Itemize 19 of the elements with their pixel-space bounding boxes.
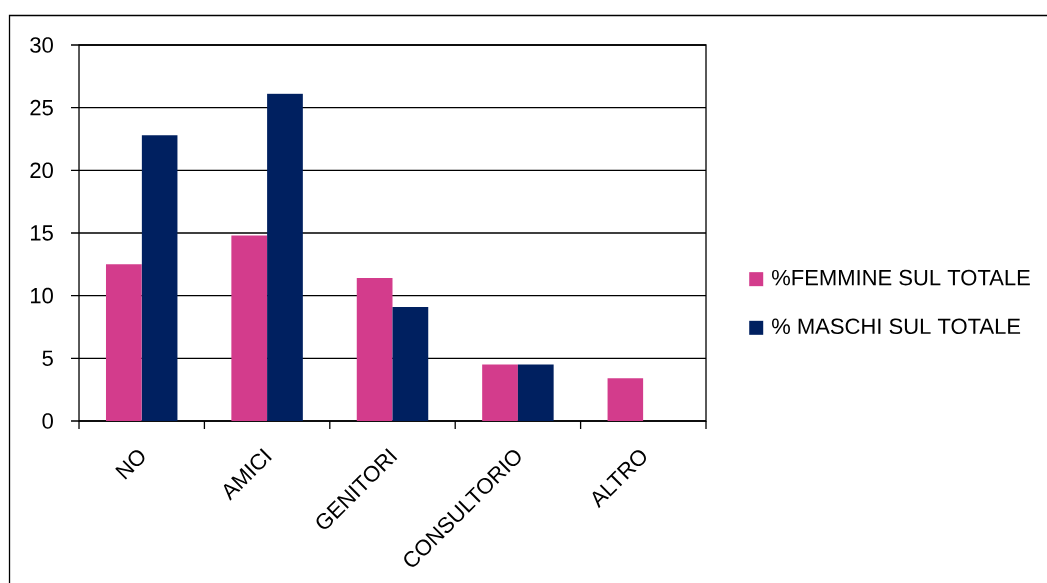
- y-tick-label: 15: [31, 225, 53, 241]
- bar: [356, 278, 393, 421]
- legend-label: % MASCHI SUL TOTALE: [772, 318, 1021, 335]
- bar: [105, 264, 142, 421]
- bar: [517, 364, 554, 421]
- bar: [607, 378, 644, 421]
- y-tick-label: 0: [42, 413, 53, 429]
- x-tick-label: NO: [115, 450, 145, 480]
- y-tick-label: 25: [30, 99, 53, 116]
- bar: [267, 93, 303, 421]
- y-tick-label: 30: [30, 37, 53, 53]
- bar: [141, 135, 178, 421]
- bar: [392, 306, 429, 421]
- y-tick-label: 10: [31, 287, 53, 304]
- y-tick-label: 20: [30, 162, 53, 179]
- bar: [482, 364, 518, 421]
- y-tick-label: 5: [42, 350, 53, 366]
- bar: [231, 235, 268, 421]
- legend-label: %FEMMINE SUL TOTALE: [772, 269, 1030, 286]
